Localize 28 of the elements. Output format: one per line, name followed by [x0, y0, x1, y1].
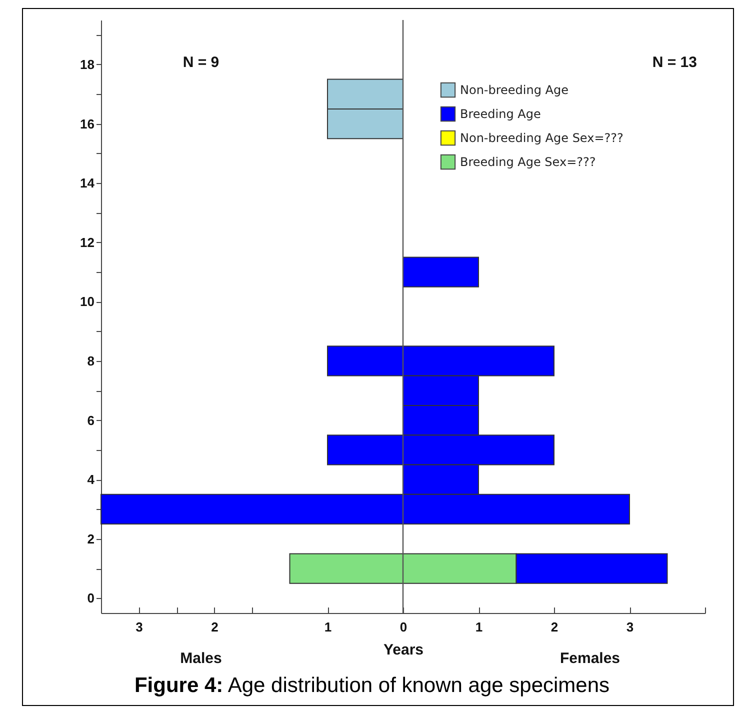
y-tick-label: 18	[80, 56, 94, 72]
text: Figure 4: Age distribution of known age specimens	[133, 674, 611, 698]
y-tick-label: 12	[80, 234, 94, 250]
y-tick-label: 14	[80, 176, 96, 191]
x-tick-label: 1	[475, 620, 483, 634]
text: Males	[180, 650, 222, 667]
text: Females	[560, 650, 620, 667]
legend-label: Breeding Age Sex=???	[460, 155, 596, 169]
x-tick-label: 3	[626, 620, 634, 634]
y-tick-label: 10	[80, 294, 94, 310]
y-tick-label: 6	[87, 412, 94, 428]
y-tick-label: 16	[80, 116, 94, 132]
x-axis-title: Years	[383, 642, 424, 658]
y-tick-label: 0	[87, 590, 94, 606]
y-tick-label: 2	[87, 531, 94, 546]
x-tick-label: 0	[400, 620, 408, 634]
x-tick-label: 1	[324, 620, 332, 634]
x-tick-label: 3	[136, 620, 143, 634]
y-tick-label: 8	[87, 353, 94, 368]
legend-label: Breeding Age	[460, 107, 541, 121]
y-tick-label: 4	[87, 472, 96, 488]
x-tick-label: 2	[550, 620, 558, 634]
legend-label: Non-breeding Age Sex=???	[460, 131, 624, 145]
annotation: N = 13	[652, 54, 697, 71]
annotation: N = 9	[182, 54, 220, 71]
legend-label: Non-breeding Age	[460, 83, 569, 97]
x-tick-label: 2	[211, 620, 218, 634]
bar	[402, 256, 479, 288]
